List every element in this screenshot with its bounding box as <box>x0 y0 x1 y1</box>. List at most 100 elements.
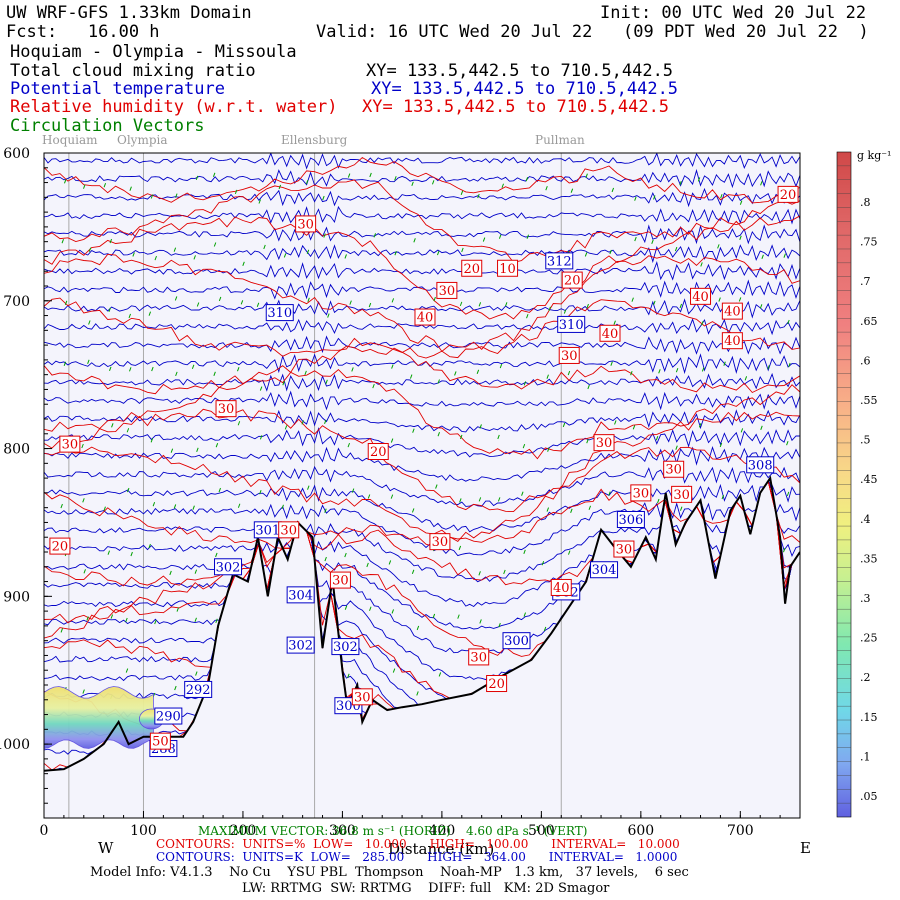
theta-contour-info: CONTOURS: UNITS=K LOW= 285.00 HIGH= 364.… <box>156 850 678 864</box>
circulation-vector <box>175 371 178 377</box>
rh-label: 40 <box>602 327 619 342</box>
circulation-vector <box>259 490 262 495</box>
theta-contour <box>44 372 800 392</box>
location-ellensburg: Ellensburg <box>281 133 348 147</box>
circulation-vector <box>369 606 372 611</box>
rh-label-box <box>630 484 652 502</box>
theta-contour <box>44 260 800 281</box>
circulation-vector <box>526 234 530 239</box>
circulation-vector <box>176 607 179 612</box>
circulation-vector <box>196 302 200 307</box>
circulation-vector <box>195 671 198 676</box>
circulation-vector <box>82 689 85 694</box>
colorbar-label: .4 <box>860 513 871 526</box>
circulation-vector <box>586 303 589 309</box>
x-axis-title: Distance (km) <box>388 840 495 858</box>
circulation-vector <box>459 434 463 440</box>
circulation-vector <box>501 183 504 188</box>
rh-label: 20 <box>370 445 387 460</box>
circulation-vector <box>767 365 770 370</box>
circulation-vector <box>499 363 503 369</box>
circulation-vector <box>86 616 89 621</box>
circulation-vector <box>454 371 457 376</box>
circulation-vector <box>458 545 462 551</box>
rh-label-box <box>721 302 743 320</box>
circulation-vector <box>307 297 310 303</box>
field-theta-label: Potential temperature <box>10 79 225 99</box>
rh-label: 30 <box>62 438 79 453</box>
circulation-vector <box>60 503 63 509</box>
theta-contour <box>44 205 800 225</box>
y-tick-label: 800 <box>3 442 30 458</box>
circulation-vector <box>459 498 462 503</box>
circulation-vector <box>679 303 683 309</box>
circulation-vector <box>107 550 110 555</box>
circulation-vector <box>723 361 726 366</box>
circulation-vector <box>701 367 705 372</box>
circulation-vector <box>281 504 284 509</box>
circulation-vector <box>546 507 550 512</box>
circulation-vector <box>213 242 217 247</box>
model-info: Model Info: V4.1.3 No Cu YSU PBL Thompso… <box>90 865 689 880</box>
circulation-vector <box>697 177 701 182</box>
rh-contour-info: CONTOURS: UNITS=% LOW= 10.000 HIGH= 100.… <box>156 837 680 851</box>
circulation-vector <box>304 370 307 376</box>
circulation-vector <box>109 366 112 371</box>
circulation-vector <box>110 614 114 619</box>
model-info-physics: LW: RRTMG SW: RRTMG DIFF: full KM: 2D Sm… <box>242 881 610 896</box>
circulation-vector <box>392 668 396 673</box>
circulation-vector <box>759 304 763 309</box>
rh-contour <box>44 480 800 549</box>
colorbar-label: .25 <box>860 632 878 645</box>
theta-label-box <box>184 680 213 698</box>
circulation-vector <box>242 261 245 266</box>
colorbar-label: .5 <box>860 434 871 447</box>
theta-contour <box>44 244 800 264</box>
rh-label-box <box>414 308 436 326</box>
theta-contour <box>44 279 800 300</box>
x-tick-label: 100 <box>130 823 157 839</box>
circulation-vector <box>394 176 397 181</box>
circulation-vector <box>546 374 549 379</box>
rh-label: 50 <box>152 735 169 750</box>
circulation-vector <box>215 618 218 623</box>
circulation-vector <box>108 307 111 312</box>
forecast-hour: Fcst: 16.00 h <box>6 22 160 42</box>
circulation-vector <box>150 438 154 443</box>
rh-label: 30 <box>633 486 650 501</box>
circulation-vector <box>368 302 372 308</box>
circulation-vector <box>634 196 637 201</box>
circulation-vector <box>259 386 263 391</box>
circulation-vector <box>324 508 327 513</box>
circulation-vector <box>497 497 501 502</box>
circulation-vector <box>545 185 548 191</box>
theta-label-box <box>590 561 619 579</box>
circulation-vector <box>394 251 397 256</box>
theta-contour <box>44 480 800 583</box>
circulation-vector <box>526 314 529 319</box>
location-hoquiam: Hoquiam <box>42 133 98 147</box>
circulation-vector <box>215 442 219 448</box>
rh-contour <box>44 345 800 395</box>
circulation-vector <box>521 491 524 496</box>
x-tick-label: 400 <box>429 823 456 839</box>
circulation-vector <box>412 428 415 433</box>
rh-label-box <box>295 215 317 233</box>
circulation-vector <box>367 494 371 499</box>
x-tick-label: 200 <box>230 823 257 839</box>
rh-label: 30 <box>280 523 297 538</box>
circulation-vector <box>103 506 106 511</box>
circulation-vector <box>218 487 221 493</box>
x-tick-label: 600 <box>627 823 654 839</box>
theta-label: 301 <box>255 523 280 538</box>
circulation-vector <box>81 443 84 449</box>
circulation-vector <box>653 195 656 200</box>
circulation-vector <box>788 362 791 368</box>
circulation-vector <box>563 309 567 314</box>
circulation-vector <box>193 255 196 260</box>
circulation-vector <box>679 506 683 511</box>
circulation-vector <box>125 617 128 623</box>
colorbar-label: .6 <box>860 354 871 367</box>
rh-label: 20 <box>52 540 69 555</box>
x-tick-label: 0 <box>40 823 49 839</box>
